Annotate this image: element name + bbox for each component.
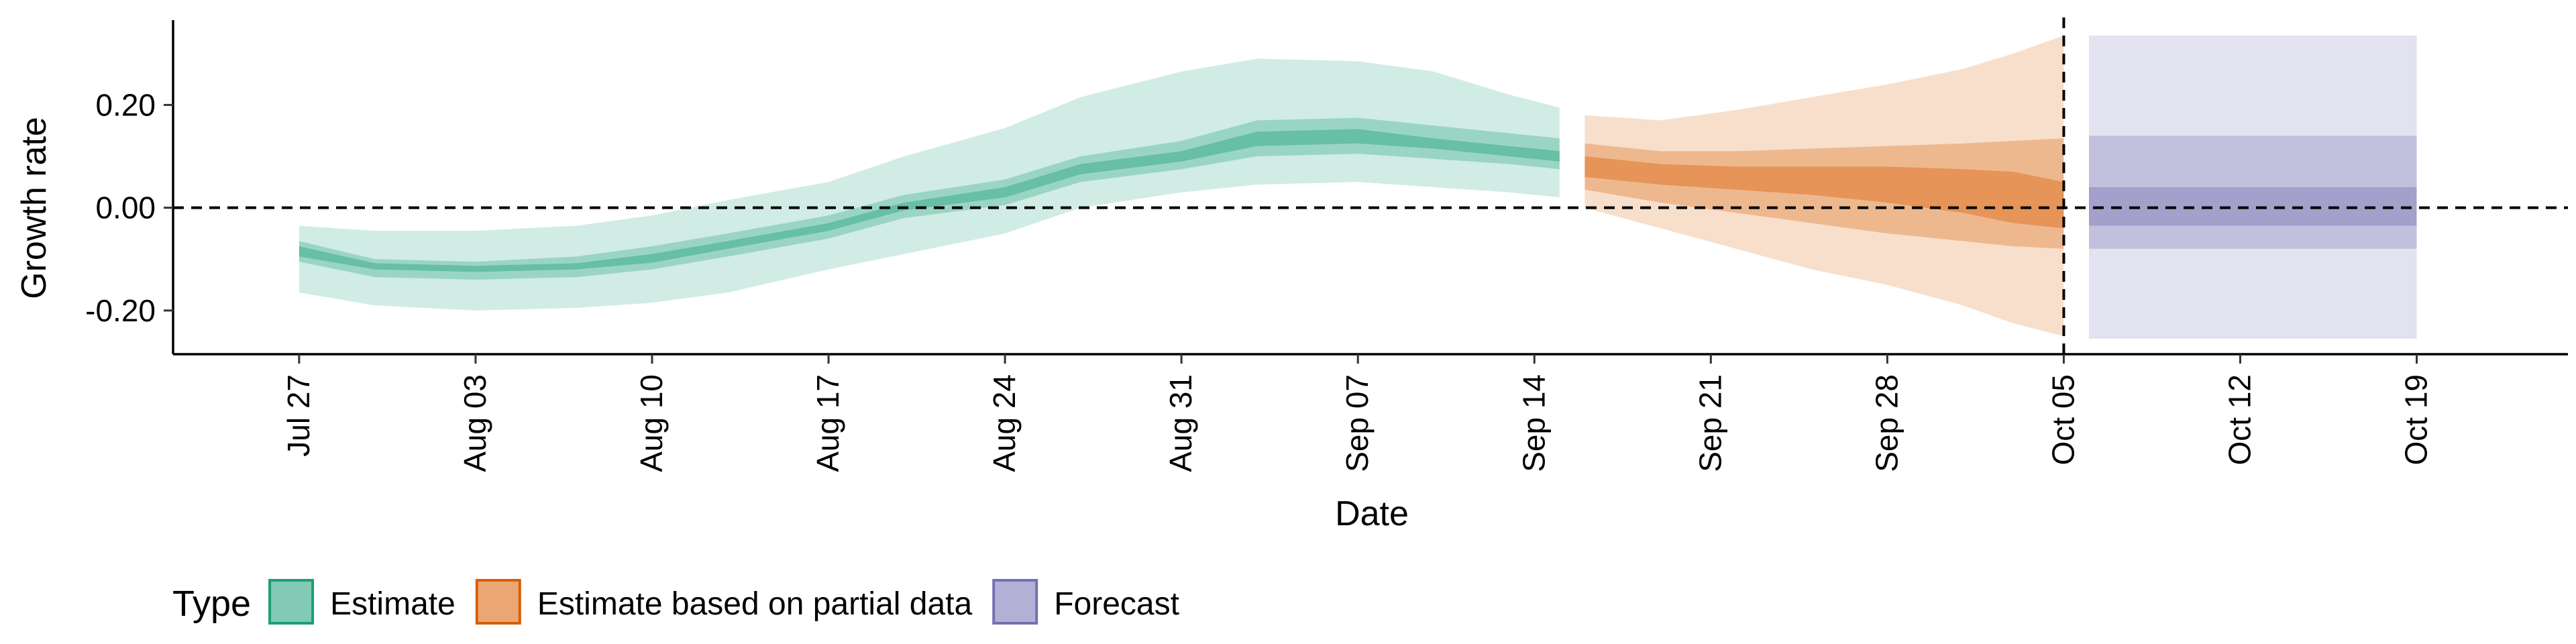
estimate-based-on-partial-data-band-20	[1585, 156, 2064, 229]
x-tick-label: Aug 31	[1163, 374, 1198, 472]
x-tick-label: Jul 27	[281, 374, 316, 457]
x-tick-label: Aug 10	[634, 374, 669, 472]
band-layer	[299, 36, 2417, 339]
estimate-band-20	[299, 129, 1560, 272]
legend-label-estimate: Estimate	[330, 586, 455, 622]
legend-key-estimate	[268, 579, 315, 625]
x-tick-label: Oct 05	[2045, 374, 2080, 466]
legend-title: Type	[172, 584, 251, 624]
forecast-band-20	[2089, 187, 2417, 226]
forecast-band-90	[2089, 36, 2417, 339]
y-tick-label: 0.00	[95, 191, 156, 225]
legend-label-estimate-based-on-partial-data: Estimate based on partial data	[537, 586, 973, 622]
x-tick-label: Sep 21	[1693, 374, 1727, 472]
x-tick-label: Oct 12	[2222, 374, 2257, 466]
x-axis-title: Date	[1335, 494, 1409, 533]
legend: Type Estimate Estimate based on partial d…	[172, 579, 1179, 625]
axes: -0.20 0.00 0.20 Jul 27 Aug 03 Aug 10 Aug 17 Aug…	[85, 20, 2568, 472]
estimate-band-90	[299, 58, 1560, 311]
legend-key-estimate-based-on-partial-data	[475, 579, 521, 625]
x-tick-label: Oct 19	[2399, 374, 2434, 466]
x-tick-label: Aug 17	[810, 374, 845, 472]
legend-label-forecast: Forecast	[1054, 586, 1179, 622]
y-tick-label: -0.20	[85, 293, 156, 328]
x-tick-label: Sep 14	[1516, 374, 1551, 472]
estimate-based-on-partial-data-band-50	[1585, 138, 2064, 249]
reference-lines	[173, 17, 2568, 354]
forecast-band-50	[2089, 136, 2417, 249]
estimate-band-50	[299, 117, 1560, 280]
x-tick-label: Sep 07	[1340, 374, 1375, 472]
estimate-based-on-partial-data-band-90	[1585, 36, 2064, 337]
x-tick-label: Aug 24	[987, 374, 1022, 472]
y-axis-title: Growth rate	[15, 117, 54, 299]
y-tick-label: 0.20	[95, 87, 156, 122]
x-tick-label: Sep 28	[1869, 374, 1904, 472]
legend-key-forecast	[992, 579, 1038, 625]
x-tick-label: Aug 03	[458, 374, 492, 472]
